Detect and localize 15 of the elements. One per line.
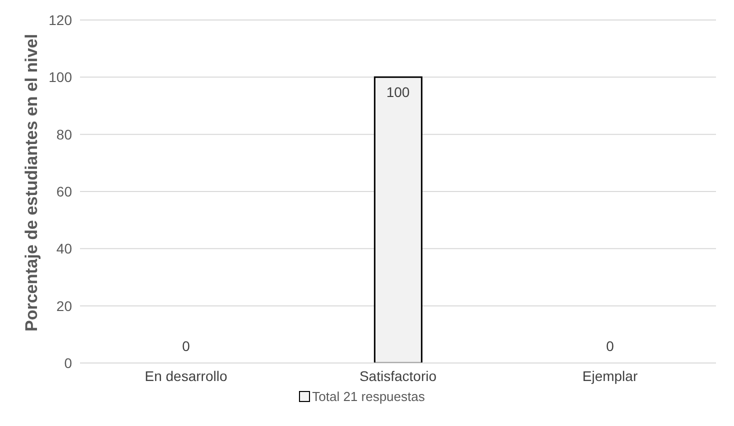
y-tick-label: 80 <box>56 126 72 142</box>
data-label: 100 <box>386 84 410 100</box>
y-axis-title: Porcentaje de estudiantes en el nivel <box>22 34 42 332</box>
legend-label: Total 21 respuestas <box>311 389 425 404</box>
y-tick-label: 20 <box>56 298 72 314</box>
x-tick-label: Ejemplar <box>582 368 638 384</box>
data-label: 0 <box>182 338 190 354</box>
y-tick-label: 40 <box>56 240 72 257</box>
x-tick-label: En desarrollo <box>144 368 228 384</box>
y-tick-label: 60 <box>56 183 72 200</box>
y-tick-label: 0 <box>64 354 72 371</box>
x-tick-label: Satisfactorio <box>359 368 437 384</box>
data-label: 0 <box>606 338 614 354</box>
y-tick-label: 100 <box>48 69 72 86</box>
y-tick-label: 120 <box>48 12 72 28</box>
